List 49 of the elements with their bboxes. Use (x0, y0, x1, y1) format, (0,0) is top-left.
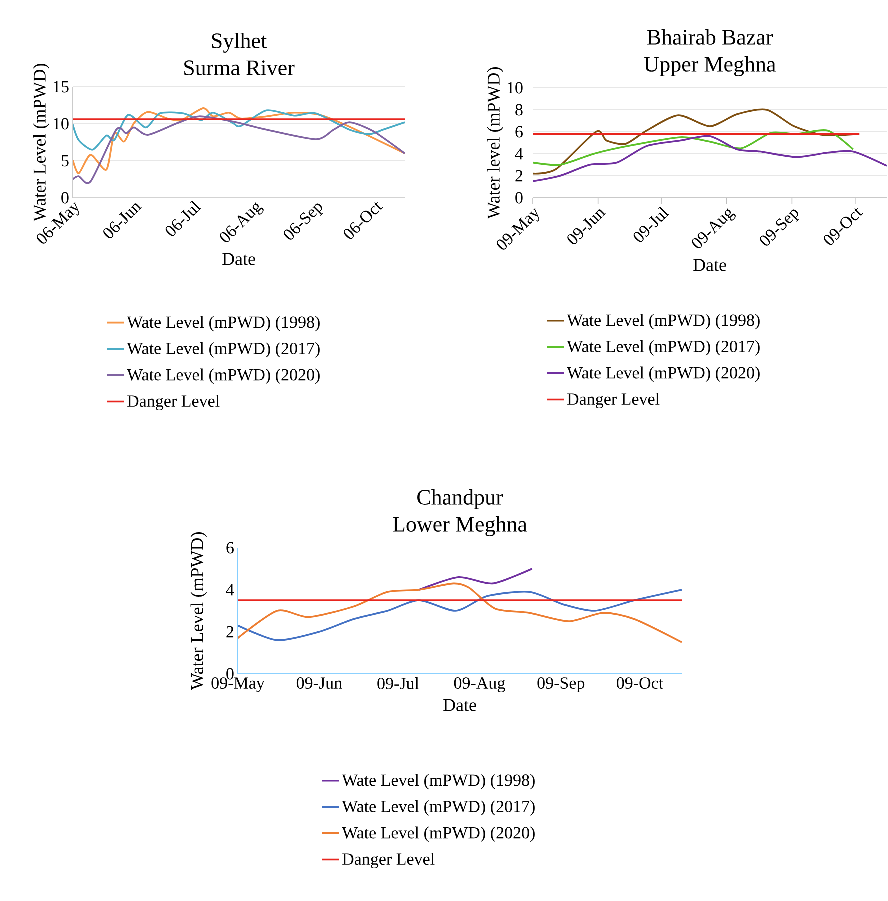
y-tick-label: 15 (54, 81, 69, 93)
x-axis-title: Date (694, 259, 726, 272)
legend-label: Danger Level (128, 395, 220, 411)
y-tick-label: 4 (515, 148, 524, 160)
legend-label: Wate Level (mPWD) (1998) (567, 314, 760, 330)
line-series (533, 108, 858, 175)
chart-title: Bhairab Bazar (647, 29, 774, 45)
y-tick-label: 4 (226, 584, 234, 596)
y-tick-label: 8 (516, 104, 523, 116)
y-tick-label: 0 (62, 192, 69, 204)
y-tick-label: 6 (226, 542, 234, 554)
legend-label: Wate Level (mPWD) (2017) (127, 342, 320, 358)
legend-label: Wate Level (mPWD) (2020) (342, 826, 535, 842)
x-axis-title: Date (444, 699, 476, 712)
chart-subtitle: Surma River (184, 60, 295, 76)
x-tick-label: 09-Jun (296, 678, 342, 690)
y-tick-label: 5 (62, 155, 69, 167)
line-series (533, 130, 854, 166)
legend-label: Danger Level (568, 393, 660, 409)
x-tick-label: 09-May (212, 678, 265, 693)
y-axis-title: Water Level (mPWD) (190, 532, 208, 690)
x-tick-label: 09-Oct (617, 678, 664, 690)
legend-label: Wate Level (mPWD) (2020) (127, 368, 320, 384)
legend-label: Wate Level (mPWD) (1998) (342, 774, 535, 790)
x-tick-label: 09-Sep (538, 678, 585, 692)
legend-label: Wate Level (mPWD) (2020) (567, 366, 760, 382)
legend-label: Wate Level (mPWD) (2017) (567, 340, 760, 356)
chart-subtitle: Upper Meghna (644, 56, 776, 76)
x-tick-label: 09-Aug (454, 678, 506, 693)
chart-subtitle: Lower Meghna (393, 516, 528, 536)
x-axis-title: Date (222, 253, 256, 266)
chart-title: Chandpur (418, 489, 504, 510)
legend-label: Wate Level (mPWD) (1998) (127, 316, 320, 332)
y-tick-label: 10 (54, 118, 69, 130)
y-tick-label: 0 (226, 668, 234, 680)
line-series (533, 135, 888, 182)
line-series (73, 108, 406, 174)
line-series (73, 110, 406, 151)
chart-title: Sylhet (212, 32, 267, 53)
y-tick-label: 2 (226, 626, 234, 638)
y-tick-label: 10 (508, 82, 523, 94)
y-tick-label: 6 (516, 126, 523, 138)
y-tick-label: 0 (516, 192, 523, 204)
legend-label: Wate Level (mPWD) (2017) (342, 800, 535, 816)
x-tick-label: 09-Jul (378, 678, 420, 690)
y-tick-label: 2 (516, 170, 523, 182)
line-series (73, 116, 406, 184)
legend-label: Danger Level (342, 853, 435, 869)
line-series (418, 568, 534, 591)
